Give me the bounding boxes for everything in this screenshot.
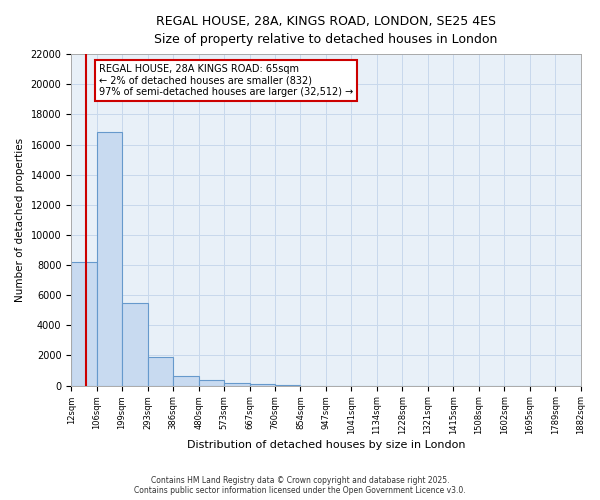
Bar xyxy=(173,376,199,386)
Bar xyxy=(199,380,224,386)
Text: Contains HM Land Registry data © Crown copyright and database right 2025.
Contai: Contains HM Land Registry data © Crown c… xyxy=(134,476,466,495)
Title: REGAL HOUSE, 28A, KINGS ROAD, LONDON, SE25 4ES
Size of property relative to deta: REGAL HOUSE, 28A, KINGS ROAD, LONDON, SE… xyxy=(154,15,497,46)
Bar xyxy=(224,384,250,386)
Bar xyxy=(71,262,97,386)
X-axis label: Distribution of detached houses by size in London: Distribution of detached houses by size … xyxy=(187,440,465,450)
Bar xyxy=(148,357,173,386)
Bar xyxy=(97,132,122,386)
Y-axis label: Number of detached properties: Number of detached properties xyxy=(15,138,25,302)
Text: REGAL HOUSE, 28A KINGS ROAD: 65sqm
← 2% of detached houses are smaller (832)
97%: REGAL HOUSE, 28A KINGS ROAD: 65sqm ← 2% … xyxy=(99,64,353,98)
Bar xyxy=(250,384,275,386)
Bar xyxy=(122,302,148,386)
